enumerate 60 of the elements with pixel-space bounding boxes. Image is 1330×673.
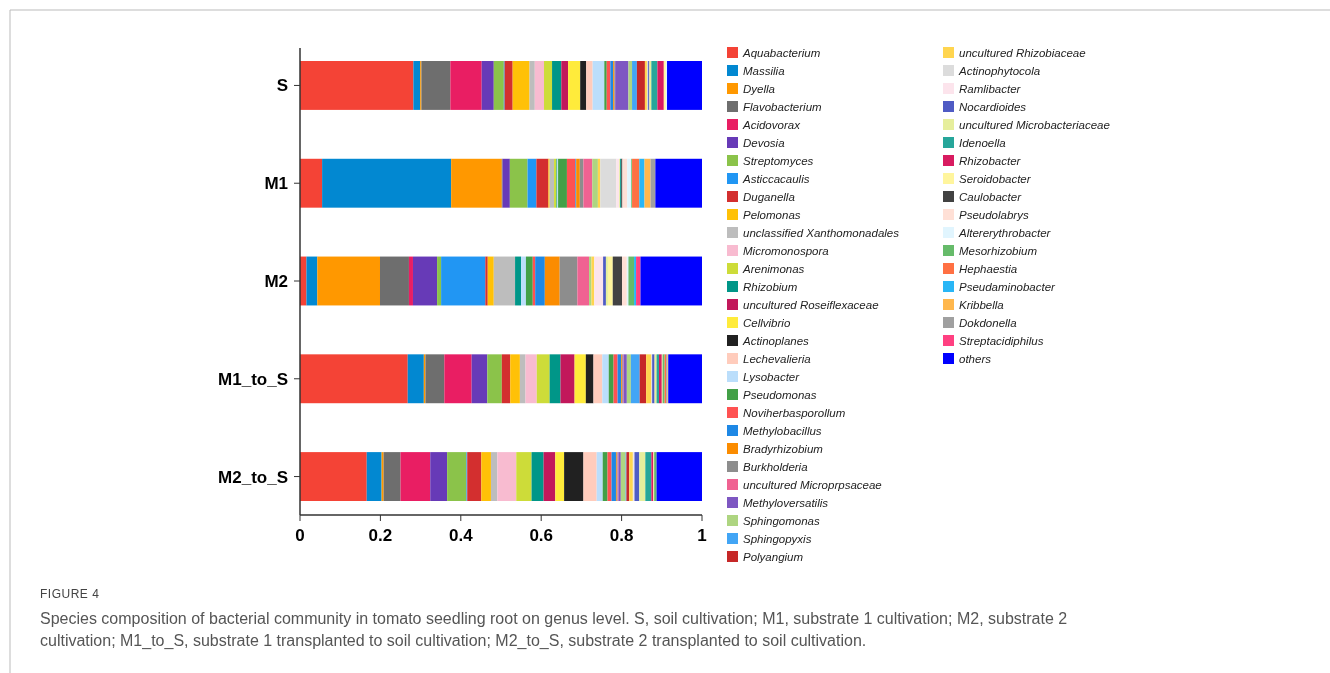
legend-label: Lechevalieria [743,353,811,366]
legend-label: Actinophytocola [958,65,1041,78]
legend-label: Hephaestia [959,263,1018,276]
legend-label: Pseudaminobacter [959,281,1057,294]
x-tick-label: 1 [697,526,707,545]
y-tick-label: M2 [264,271,288,291]
x-tick-label: 0.2 [368,526,393,545]
legend-label: Dokdonella [959,317,1017,330]
legend-label: Noviherbasporollum [743,407,846,420]
legend-label: Idenoella [959,137,1006,150]
legend-label: Altererythrobacter [958,227,1052,240]
legend-label: Polyangium [743,551,804,564]
caption: FIGURE 4 [40,587,100,601]
text: Species composition of bacterial community in tomato seedling root on genus level. S, soil cultivation; M1, substrate 1 cultivation; M2, substrate 2 cultivation; M1_to_S, substrate 1 transplanted to soil cultivation; M2_to_S, substrate 2 transplanted to soil cultivation. [40,610,1068,650]
legend-label: uncultured Rhizobiaceae [959,47,1086,60]
legend-label: Asticcacaulis [742,173,810,186]
y-tick-label: S [276,76,288,96]
legend-label: Actinoplanes [742,335,810,348]
legend-label: others [959,353,992,366]
x-tick-label: 0 [295,526,305,545]
legend-label: Pelomonas [743,209,801,222]
legend-label: Burkholderia [743,461,808,474]
legend-label: Micromonospora [743,245,829,258]
legend-label: Mesorhizobium [959,245,1038,258]
x-tick-label: 0.4 [448,526,474,545]
legend-label: unclassified Xanthomonadales [743,227,900,240]
x-tick-label: 0.6 [529,526,554,545]
y-tick-label: M1_to_S [218,369,288,389]
legend-label: Pseudomonas [743,389,817,402]
legend-label: uncultured Roseiflexaceae [743,299,879,312]
legend-label: Methylobacillus [743,425,822,438]
legend-label: uncultured Microbacteriaceae [959,119,1110,132]
legend-label: Kribbella [959,299,1004,312]
legend-label: Massilia [743,65,785,78]
legend-label: Caulobacter [959,191,1023,204]
legend-label: Rhizobium [743,281,798,294]
legend-label: uncultured Microprpsaceae [743,479,882,492]
legend-label: Aquabacterium [742,47,821,60]
legend-label: Bradyrhizobium [743,443,824,456]
legend-label: Rhizobacter [959,155,1022,168]
legend-label: Cellvibrio [743,317,791,330]
legend-label: Nocardioides [959,101,1027,114]
legend-label: Lysobacter [743,371,801,384]
y-tick-label: M1 [264,174,288,194]
legend-label: Dyella [743,83,775,96]
legend-label: Arenimonas [742,263,805,276]
legend-label: Acidovorax [742,119,802,132]
legend-label: Sphingopyxis [743,533,812,546]
legend-label: Sphingomonas [743,515,820,528]
x-tick-label: 0.8 [609,526,634,545]
legend-label: Devosia [743,137,785,150]
legend-label: Flavobacterium [743,101,823,114]
y-tick-label: M2_to_S [218,467,288,487]
legend-label: Streptacidiphilus [959,335,1044,348]
legend-label: Methyloversatilis [743,497,829,510]
legend-label: Streptomyces [743,155,814,168]
legend-label: Pseudolabrys [959,209,1029,222]
legend-label: Seroidobacter [959,173,1032,186]
legend-label: Ramlibacter [959,83,1022,96]
legend-label: Duganella [743,191,795,204]
